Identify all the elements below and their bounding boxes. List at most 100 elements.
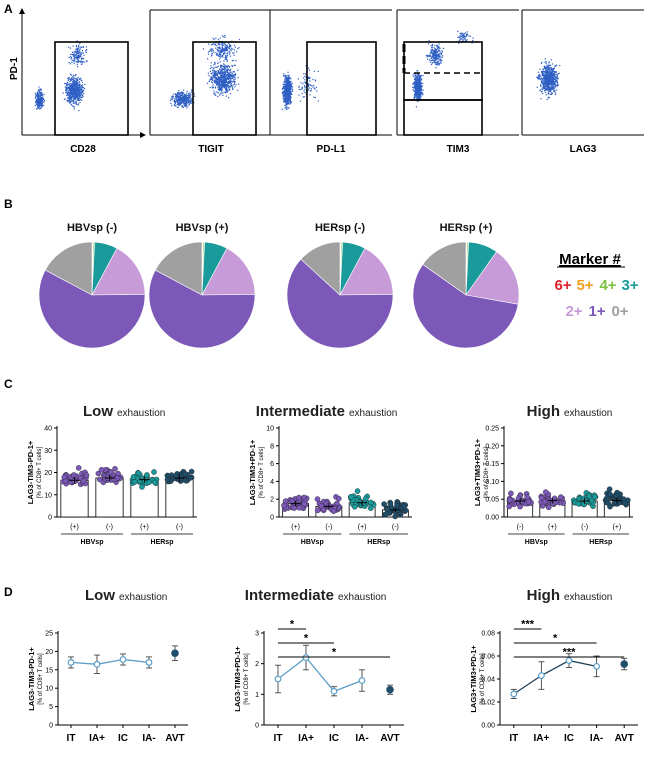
facs-dot (224, 85, 226, 87)
facs-dot (216, 54, 218, 56)
facs-dot (67, 79, 69, 81)
chart-title-suffix: exhaustion (117, 408, 165, 419)
facs-dot (218, 82, 220, 85)
facs-dot (553, 72, 555, 74)
facs-dot (300, 82, 302, 84)
facs-dot (437, 54, 439, 56)
facs-dot (417, 98, 419, 100)
facs-dot (221, 89, 223, 91)
facs-dot (221, 72, 223, 74)
facs-dot (71, 90, 73, 92)
facs-dot (85, 51, 87, 54)
facs-dot (464, 32, 466, 34)
facs-dot (216, 48, 218, 50)
facs-dot (173, 103, 176, 105)
facs-dot (551, 92, 553, 94)
facs-dot (544, 68, 546, 70)
facs-dot (72, 87, 75, 89)
facs-dot (214, 86, 216, 88)
facs-dot (544, 61, 546, 63)
facs-dot (311, 85, 313, 87)
facs-dot (79, 42, 81, 44)
facs-dot (226, 46, 228, 48)
facs-dot (225, 75, 227, 77)
chart-y-label-units: [% of CD8+ T cells] (484, 447, 490, 499)
facs-dot (289, 90, 291, 93)
chart-y-tick-label: 2 (270, 497, 274, 504)
facs-dot (174, 104, 176, 107)
facs-dot (76, 83, 78, 85)
facs-dot (313, 96, 315, 98)
facs-dot (176, 106, 178, 108)
facs-dot (81, 95, 83, 97)
facs-dot (547, 67, 549, 69)
facs-dot (43, 93, 45, 95)
facs-gate-bottom (403, 99, 483, 136)
chart-title-bold: Intermediate (256, 403, 345, 420)
facs-dot (229, 80, 231, 82)
facs-dot (74, 81, 76, 83)
facs-dot (284, 107, 286, 109)
facs-dot (541, 88, 543, 90)
facs-dot (430, 50, 432, 52)
facs-dot (82, 57, 84, 59)
facs-dot (82, 96, 84, 98)
facs-dot (547, 73, 549, 75)
facs-dot (37, 94, 39, 96)
facs-dot (434, 60, 436, 63)
facs-dot (440, 59, 442, 61)
facs-dot (433, 57, 435, 59)
chart-y-tick-label: 0.00 (481, 723, 495, 730)
facs-dot (209, 67, 212, 69)
facs-dot (289, 100, 291, 102)
facs-dot (39, 100, 41, 102)
pie-slice-m1 (38, 269, 146, 349)
facs-dot (78, 103, 80, 105)
facs-dot (78, 88, 80, 90)
facs-dot (556, 75, 558, 77)
facs-dot (435, 59, 437, 61)
significance-label: *** (521, 619, 535, 631)
facs-dot (420, 79, 423, 81)
facs-dot (550, 80, 552, 82)
facs-dot (234, 78, 236, 80)
facs-dot (221, 68, 223, 70)
facs-dot (466, 34, 468, 37)
facs-dot (286, 81, 288, 84)
facs-dot (212, 87, 214, 89)
chart-x-tick-label: IA+ (89, 733, 105, 744)
facs-dot (217, 79, 219, 81)
facs-dot (286, 94, 288, 96)
facs-dot (38, 101, 41, 103)
data-point (108, 469, 114, 476)
facs-dot (464, 38, 466, 40)
facs-dot (70, 91, 72, 93)
facs-dot (554, 65, 556, 67)
facs-dot (548, 64, 550, 66)
pie-title: HERsp (+) (440, 222, 493, 234)
facs-dot (285, 80, 287, 82)
facs-dot (78, 78, 80, 80)
facs-dot (548, 83, 550, 85)
facs-dot (228, 47, 230, 49)
facs-dot (182, 106, 184, 109)
facs-dot (38, 104, 41, 106)
facs-dot (39, 98, 41, 100)
facs-dot (37, 104, 39, 106)
facs-dot (41, 93, 43, 95)
facs-dot (80, 53, 82, 55)
facs-dot (82, 90, 84, 92)
facs-dot (34, 92, 36, 94)
facs-dot (189, 100, 191, 102)
facs-dot (185, 104, 187, 106)
facs-dot (222, 78, 224, 80)
facs-dot (225, 48, 227, 50)
facs-dot (69, 90, 71, 92)
facs-dot (287, 97, 289, 99)
facs-dot (547, 69, 549, 71)
facs-dot (221, 75, 223, 77)
facs-dot (222, 50, 224, 52)
facs-dot (188, 103, 190, 106)
facs-dot (217, 54, 219, 56)
